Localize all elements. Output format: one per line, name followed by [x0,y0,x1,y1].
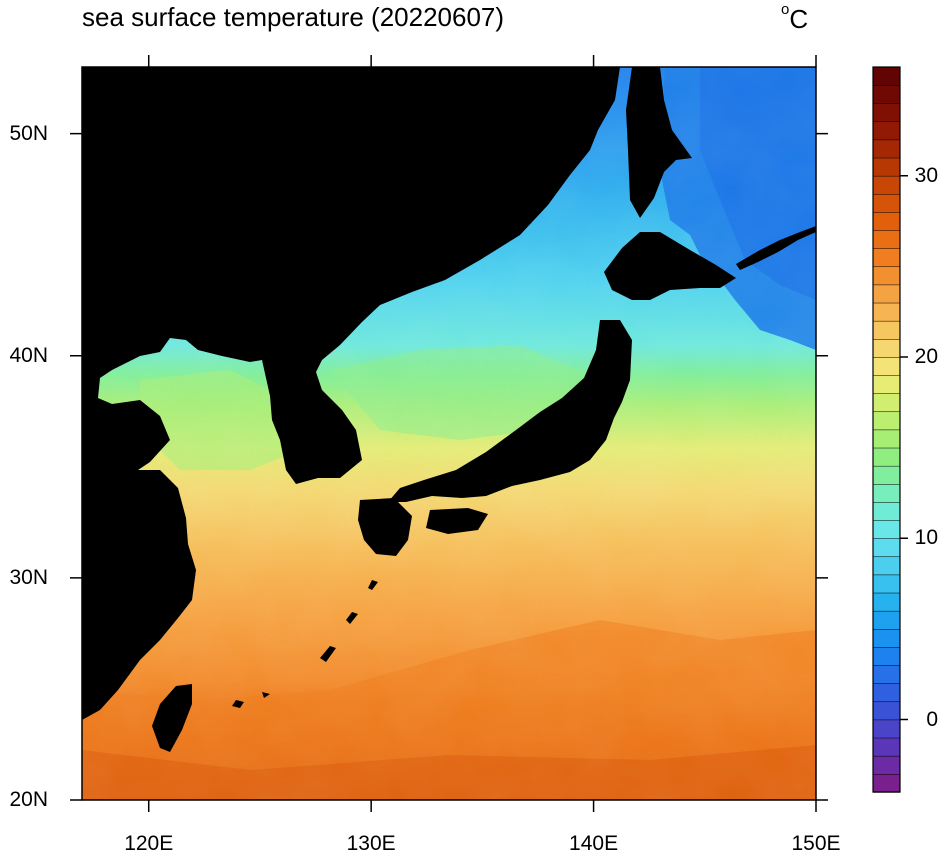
colorbar-swatch [872,574,901,594]
colorbar-ticks [900,175,908,721]
colorbar-swatch [872,628,901,648]
colorbar-swatch [872,664,901,684]
shikoku-island [426,508,488,534]
lon-tick-label: 150E [791,832,841,855]
colorbar-tick-label: 10 [914,526,938,550]
lat-tick-label: 40N [9,343,48,367]
degree-symbol: o [781,1,790,19]
colorbar-swatch [872,266,901,286]
colorbar-swatch [872,483,901,503]
colorbar-swatch [872,320,901,340]
colorbar-swatch [872,737,901,757]
lat-tick-label: 30N [9,565,48,589]
hokkaido-island [604,232,736,300]
colorbar-swatch [872,755,901,775]
colorbar-swatch [872,121,901,141]
colorbar-swatch [872,393,901,413]
colorbar-swatch [872,538,901,558]
colorbar-swatch [872,646,901,666]
colorbar-swatch [872,701,901,721]
colorbar-swatch [872,683,901,703]
lat-tick-label: 20N [9,788,48,811]
lon-tick-label: 120E [124,832,174,855]
colorbar-swatch [872,719,901,739]
colorbar-swatch [872,139,901,159]
colorbar-swatch [872,157,901,177]
colorbar-tick-label: 30 [914,163,938,187]
colorbar-tick-label: 0 [926,707,938,731]
colorbar-swatch [872,411,901,431]
colorbar-swatch [872,175,901,195]
colorbar-swatch [872,193,901,213]
colorbar-swatch [872,284,901,304]
colorbar-swatch [872,610,901,630]
colorbar-swatch [872,773,901,793]
kyushu-island [358,498,412,556]
lat-tick-label: 50N [9,121,48,145]
lon-tick-label: 130E [346,832,396,855]
colorbar-swatch [872,592,901,612]
unit-letter: C [789,4,809,34]
colorbar-swatch [872,374,901,394]
sakhalin-island [626,67,692,218]
map-frame [81,66,817,801]
colorbar-swatch [872,103,901,123]
taiwan-island [152,684,192,752]
colorbar-swatch [872,248,901,268]
colorbar-swatch [872,302,901,322]
colorbar-swatch [872,229,901,249]
kuril-islands [736,226,816,270]
lon-tick-label: 140E [569,832,619,855]
colorbar-swatch [872,66,901,86]
map-ticks [70,55,828,812]
colorbar-frame [872,66,901,793]
unit-label: oC [781,1,809,35]
colorbar-swatch [872,556,901,576]
colorbar-swatch [872,356,901,376]
land-masses [82,67,816,752]
map-title: sea surface temperature (20220607) [82,2,505,32]
colorbar-tick-label: 20 [914,345,938,368]
colorbar-swatch [872,84,901,104]
korea-peninsula [262,360,362,484]
honshu-island [388,320,632,502]
colorbar-swatch [872,211,901,231]
colorbar-swatch [872,338,901,358]
asia-mainland [82,67,620,720]
colorbar-swatch [872,465,901,485]
colorbar-swatch [872,447,901,467]
map-plot-area [82,67,816,800]
colorbar-swatch [872,501,901,521]
colorbar [872,66,901,793]
colorbar-swatch [872,519,901,539]
colorbar-swatch [872,429,901,449]
